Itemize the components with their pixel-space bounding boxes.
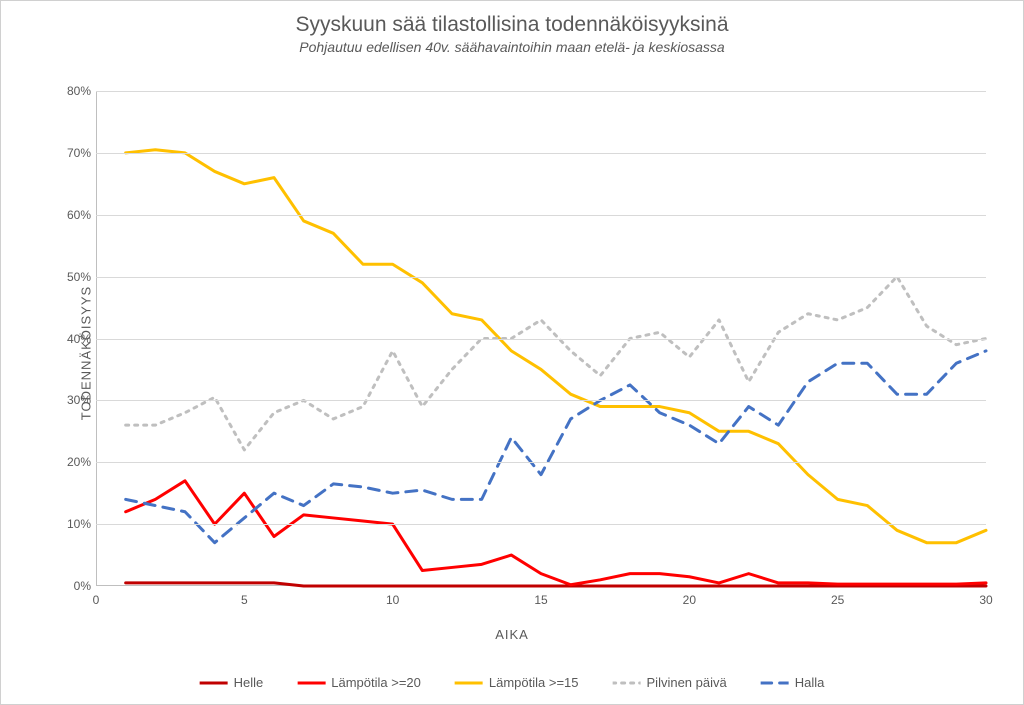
x-tick-label: 20 bbox=[683, 593, 696, 607]
y-tick-label: 40% bbox=[56, 332, 91, 346]
legend-swatch bbox=[297, 676, 325, 690]
y-tick-label: 50% bbox=[56, 270, 91, 284]
x-tick-label: 25 bbox=[831, 593, 844, 607]
gridline bbox=[96, 215, 986, 216]
gridline bbox=[96, 524, 986, 525]
legend-item: Helle bbox=[200, 675, 264, 690]
x-tick-label: 30 bbox=[979, 593, 992, 607]
legend-swatch bbox=[761, 676, 789, 690]
y-tick-label: 20% bbox=[56, 455, 91, 469]
gridline bbox=[96, 462, 986, 463]
legend: Helle Lämpötila >=20 Lämpötila >=15 Pilvine… bbox=[200, 675, 825, 690]
legend-swatch bbox=[455, 676, 483, 690]
legend-label: Lämpötila >=20 bbox=[331, 675, 421, 690]
x-tick-label: 15 bbox=[534, 593, 547, 607]
legend-swatch bbox=[200, 676, 228, 690]
legend-item: Halla bbox=[761, 675, 825, 690]
gridline bbox=[96, 400, 986, 401]
series-l-mp-tila-15 bbox=[126, 150, 986, 543]
legend-swatch bbox=[613, 676, 641, 690]
y-tick-label: 30% bbox=[56, 393, 91, 407]
legend-label: Pilvinen päivä bbox=[647, 675, 727, 690]
gridline bbox=[96, 91, 986, 92]
legend-label: Halla bbox=[795, 675, 825, 690]
y-tick-label: 60% bbox=[56, 208, 91, 222]
chart-title: Syyskuun sää tilastollisina todennäköisy… bbox=[1, 13, 1023, 37]
x-tick-label: 0 bbox=[93, 593, 100, 607]
legend-item: Lämpötila >=15 bbox=[455, 675, 579, 690]
series-halla bbox=[126, 351, 986, 543]
gridline bbox=[96, 277, 986, 278]
x-tick-label: 10 bbox=[386, 593, 399, 607]
series-pilvinen-p-iv- bbox=[126, 277, 986, 450]
y-tick-label: 0% bbox=[56, 579, 91, 593]
legend-label: Lämpötila >=15 bbox=[489, 675, 579, 690]
title-block: Syyskuun sää tilastollisina todennäköisy… bbox=[1, 1, 1023, 55]
y-tick-label: 80% bbox=[56, 84, 91, 98]
chart-container: Syyskuun sää tilastollisina todennäköisy… bbox=[0, 0, 1024, 705]
y-tick-label: 70% bbox=[56, 146, 91, 160]
gridline bbox=[96, 339, 986, 340]
series-l-mp-tila-20 bbox=[126, 481, 986, 585]
legend-item: Lämpötila >=20 bbox=[297, 675, 421, 690]
y-tick-label: 10% bbox=[56, 517, 91, 531]
x-tick-label: 5 bbox=[241, 593, 248, 607]
legend-item: Pilvinen päivä bbox=[613, 675, 727, 690]
legend-label: Helle bbox=[234, 675, 264, 690]
gridline bbox=[96, 153, 986, 154]
chart-subtitle: Pohjautuu edellisen 40v. säähavaintoihin… bbox=[1, 39, 1023, 55]
x-axis-label: AIKA bbox=[495, 627, 529, 642]
plot-area bbox=[96, 91, 986, 586]
